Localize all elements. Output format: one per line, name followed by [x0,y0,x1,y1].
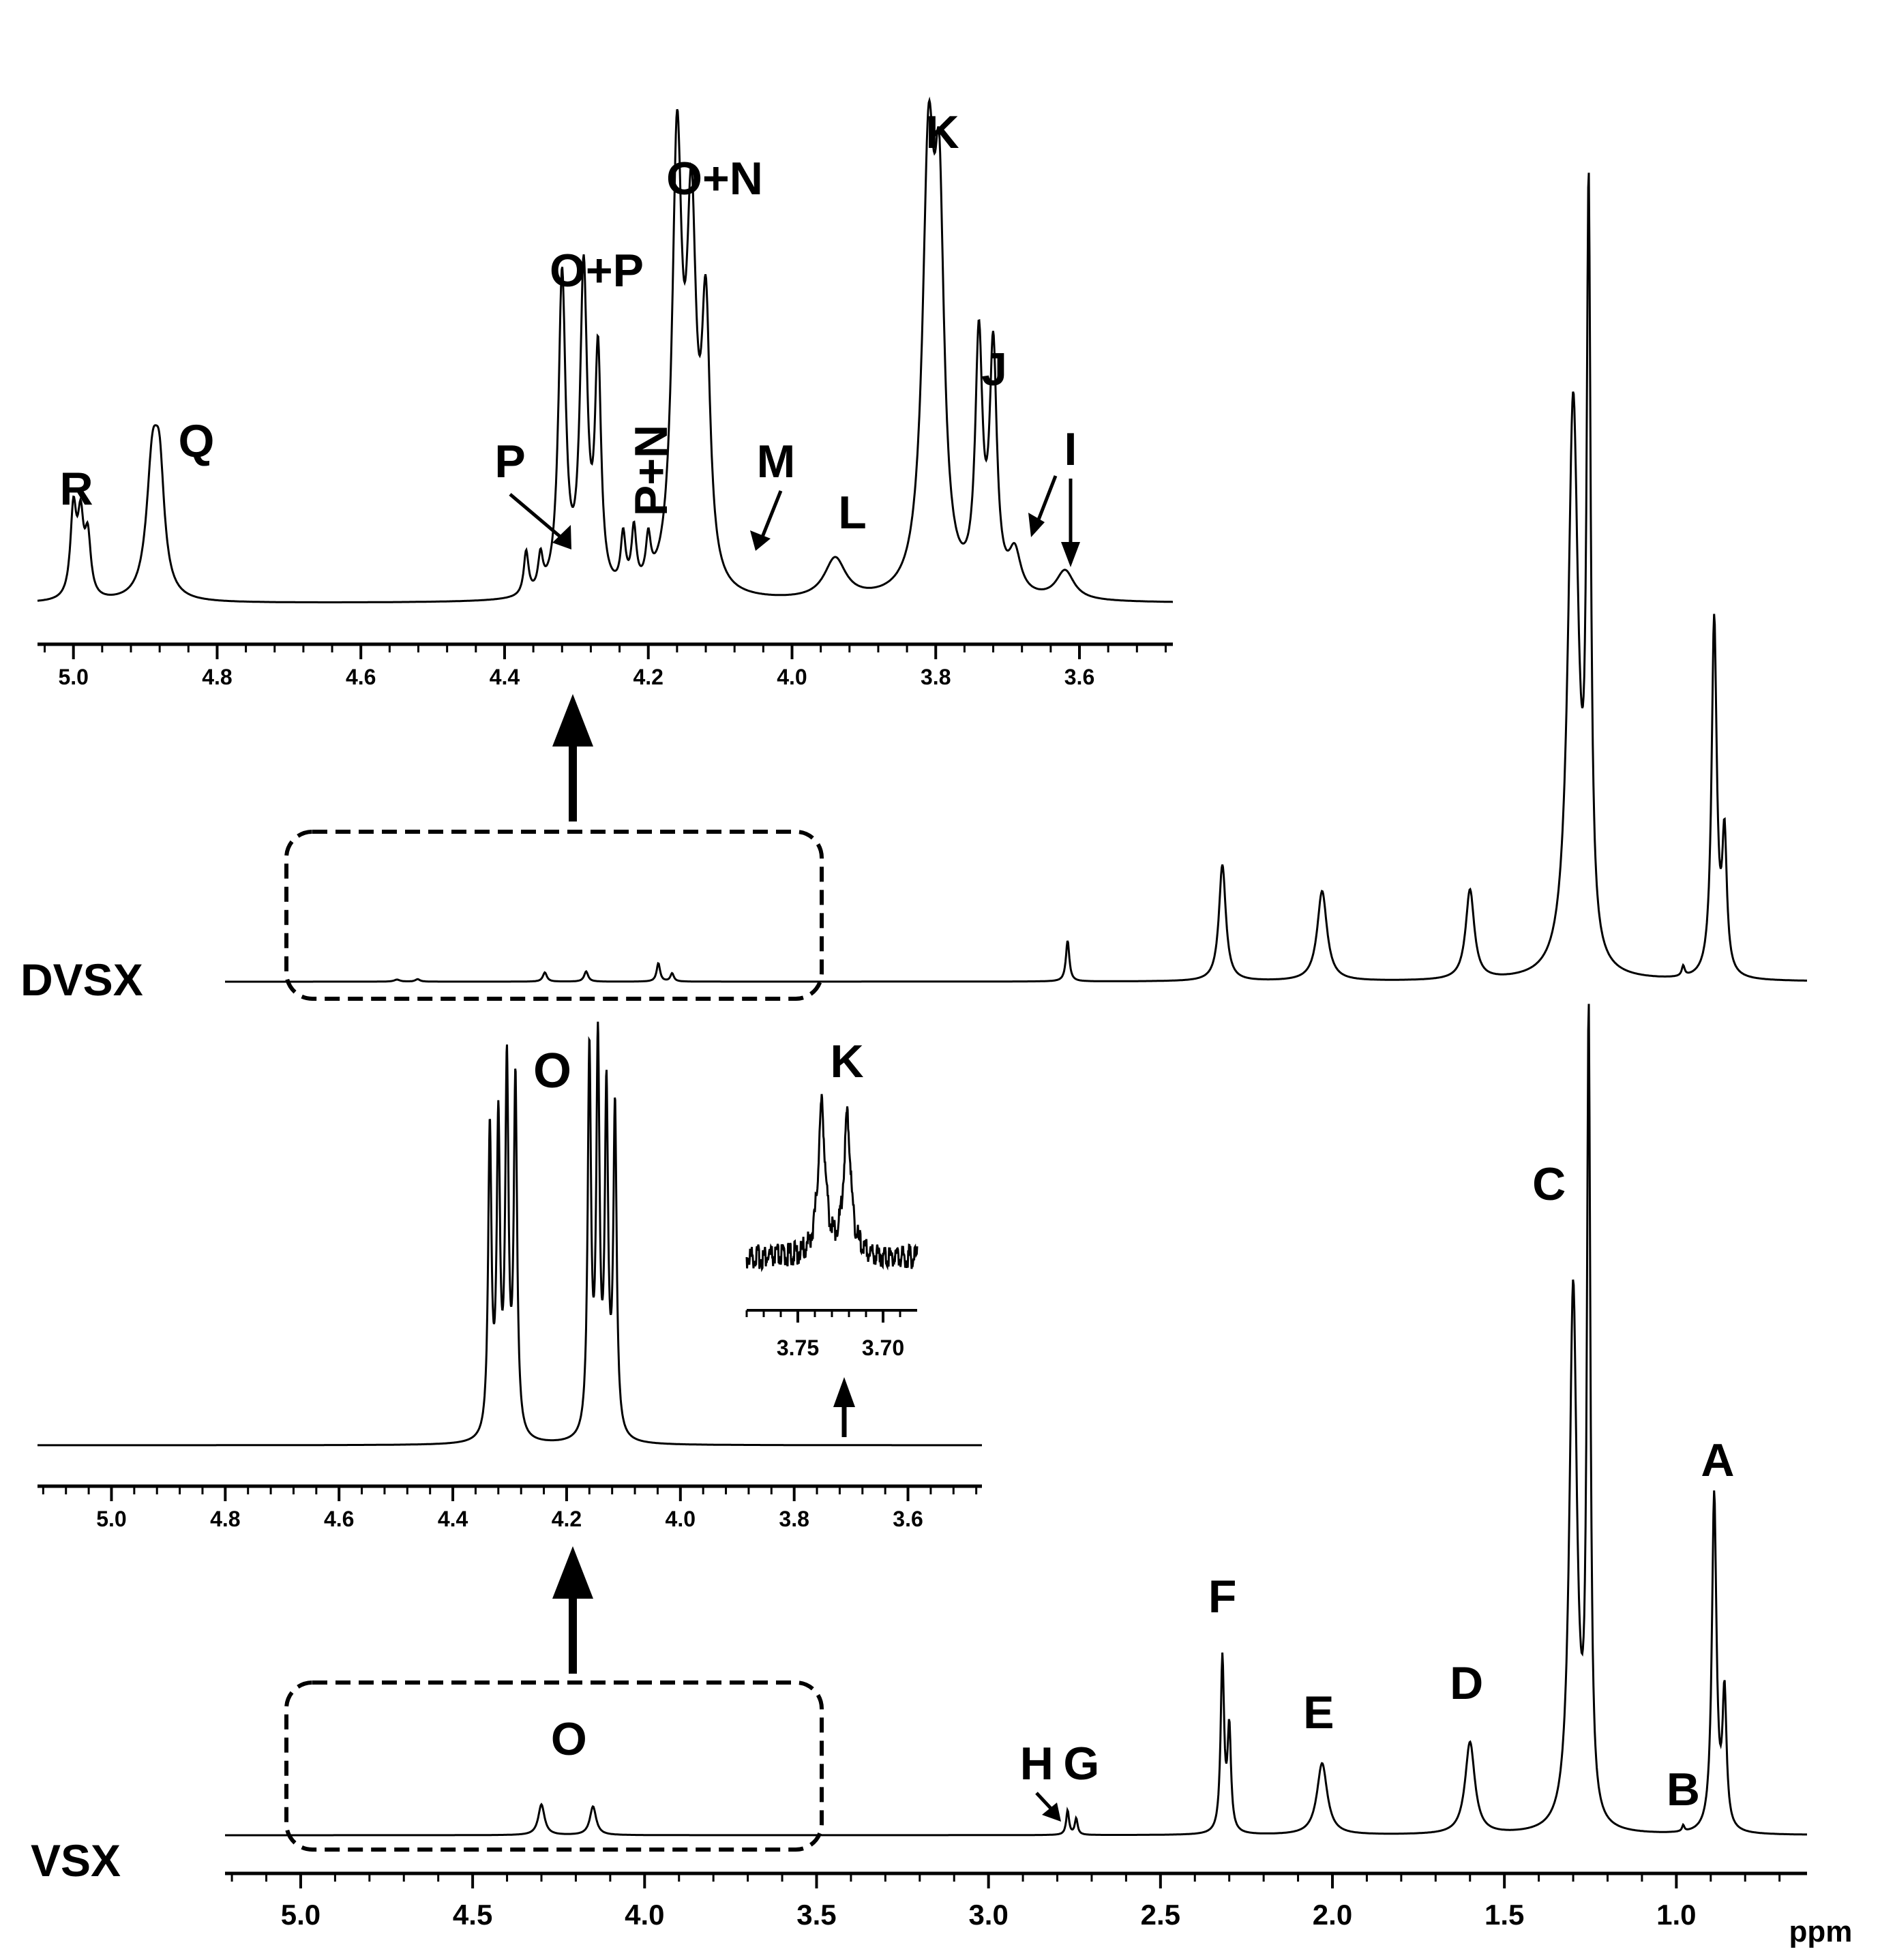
vsx-zoom-arrow [552,1546,593,1674]
x-tick-label: 4.6 [346,665,376,689]
series-label-dvsx: DVSX [20,954,143,1005]
peak-label-h: H [1020,1738,1054,1790]
x-tick-label: 1.0 [1656,1899,1696,1931]
x-tick-label: 5.0 [58,665,88,689]
k-zoom-arrow [833,1377,855,1437]
x-tick-label: 4.8 [210,1507,240,1531]
k-inset-trace [745,1094,919,1273]
inset-label-arrowhead [750,530,771,551]
dvsx-inset-trace [37,96,1173,603]
x-tick-label: 4.0 [666,1507,696,1531]
x-tick-label: 3.6 [1064,665,1094,689]
peak-label-a: A [1701,1434,1734,1486]
x-tick-label: 5.0 [96,1507,126,1531]
x-tick-label: 4.0 [625,1899,664,1931]
x-tick-label: 3.6 [893,1507,923,1531]
x-tick-label: 4.6 [324,1507,354,1531]
inset-label-arrowhead [1061,542,1080,567]
x-tick-label: 4.8 [202,665,232,689]
x-tick-label: 4.2 [633,665,663,689]
x-tick-label: 4.0 [777,665,807,689]
inset-label-arrowhead [552,525,571,549]
vsx-zoom-box [284,1680,824,1852]
peak-label-f: F [1208,1571,1237,1623]
inset-peak-label-j: J [981,344,1007,395]
x-tick-label: 4.2 [552,1507,582,1531]
inset-peak-label-m: M [757,436,796,487]
x-tick-label: 4.4 [438,1507,468,1531]
main-spectra-panel [225,172,1807,1837]
k-inset-peak-label: K [830,1036,863,1087]
inset-label-pointer [509,493,569,544]
x-axis-title: ppm [1789,1915,1853,1948]
inset-peak-label-o-p: O+P [550,245,644,297]
dvsx-zoom-arrow [552,694,593,821]
label-h-arrowhead [1042,1803,1061,1822]
inset-peak-label-i: I [1064,423,1077,475]
peak-label-b: B [1667,1764,1700,1815]
inset-peak-label-o-n: O+N [666,153,763,205]
x-tick-label: 3.75 [777,1336,819,1360]
inset-peak-label-l: L [838,487,867,539]
inset-label-pointer [1034,475,1058,526]
x-tick-label: 3.8 [779,1507,809,1531]
peak-label-d: D [1450,1657,1483,1709]
annotations [284,694,855,1852]
x-tick-label: 4.5 [453,1899,492,1931]
inset-peak-label-k: K [925,106,959,158]
peak-label-e: E [1303,1687,1334,1738]
dvsx-zoom-box [284,830,824,1001]
x-tick-label: 1.5 [1484,1899,1524,1931]
x-tick-label: 2.0 [1313,1899,1352,1931]
inset-label-arrowhead [1028,513,1045,537]
peak-label-g: G [1063,1738,1099,1790]
inset-label-pointer [758,490,783,543]
vsx-spectrum-trace [225,1004,1807,1837]
vsx-inset-trace [38,1021,982,1447]
inset-k-panel: 3.75 3.70 K [745,1036,919,1360]
main-x-axis: 5.0 4.5 4.0 3.5 3.0 2.5 2.0 1.5 1.0 ppm [225,1871,1853,1948]
inset-peak-label-o: O [533,1044,571,1098]
main-peak-labels: DVSX VSX A B C D E F GH O [20,954,1734,1886]
inset-peak-label-r: R [59,463,93,515]
x-tick-label: 3.0 [968,1899,1008,1931]
x-tick-label: 3.70 [862,1336,904,1360]
inset-peak-label-p-n: P+N [625,425,677,516]
peak-label-o: O [551,1713,587,1765]
inset-vsx-panel: 5.0 4.8 4.6 4.4 4.2 4.0 3.8 3.6 O [38,1021,982,1531]
peak-label-c: C [1532,1158,1566,1210]
inset-peak-label-q: Q [179,415,215,467]
x-tick-label: 3.5 [796,1899,836,1931]
inset-dvsx-panel: 5.0 4.8 4.6 4.4 4.2 4.0 3.8 3.6 R Q P O+P P+N O+N ML K J… [37,96,1173,689]
x-tick-label: 2.5 [1141,1899,1180,1931]
series-label-vsx: VSX [31,1835,121,1886]
x-tick-label: 3.8 [921,665,951,689]
dvsx-spectrum-trace [225,172,1807,983]
inset-peak-label-p: P [494,436,525,487]
x-tick-label: 5.0 [281,1899,320,1931]
x-tick-label: 4.4 [490,665,520,689]
